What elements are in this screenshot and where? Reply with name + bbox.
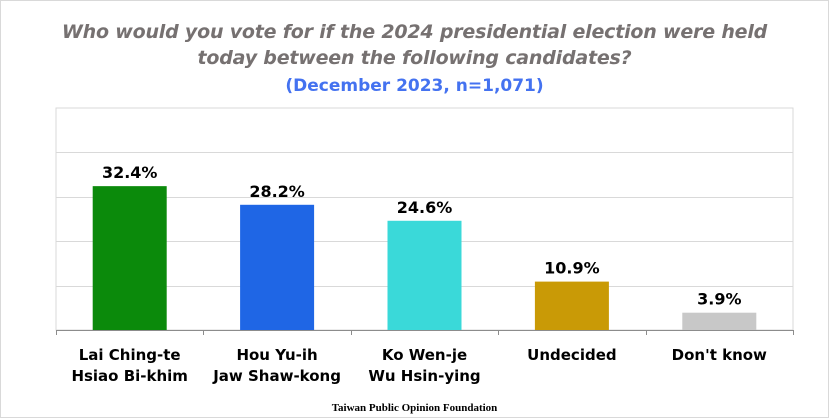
- bar: [387, 220, 462, 330]
- bar: [682, 312, 757, 330]
- data-label: 28.2%: [249, 182, 305, 201]
- data-label: 24.6%: [397, 198, 453, 217]
- category-label-line: Wu Hsin-ying: [368, 367, 481, 385]
- bar: [534, 281, 609, 330]
- category-label-line: Lai Ching-te: [78, 346, 181, 364]
- category-label-line: Hsiao Bi-khim: [71, 367, 188, 385]
- category-label-line: Hou Yu-ih: [236, 346, 318, 364]
- category-label-line: Don't know: [671, 346, 767, 364]
- bar: [92, 186, 167, 330]
- source-credit: Taiwan Public Opinion Foundation: [331, 402, 498, 414]
- chart-title-line-2: today between the following candidates?: [197, 47, 632, 69]
- category-label: Undecided: [497, 345, 647, 366]
- chart-title-line-1: Who would you vote for if the 2024 presi…: [61, 21, 768, 43]
- category-label-line: Undecided: [527, 346, 617, 364]
- category-label: Hou Yu-ih Jaw Shaw-kong: [202, 345, 352, 387]
- category-label: Don't know: [644, 345, 794, 366]
- category-label: Lai Ching-te Hsiao Bi-khim: [55, 345, 205, 387]
- category-label: Ko Wen-je Wu Hsin-ying: [350, 345, 500, 387]
- data-label: 3.9%: [697, 290, 741, 309]
- category-label-line: Ko Wen-je: [381, 346, 468, 364]
- chart-subtitle: (December 2023, n=1,071): [285, 76, 544, 96]
- data-label: 32.4%: [102, 163, 158, 182]
- data-label: 10.9%: [544, 259, 600, 278]
- category-label-line: Jaw Shaw-kong: [213, 367, 341, 385]
- bar: [240, 204, 315, 330]
